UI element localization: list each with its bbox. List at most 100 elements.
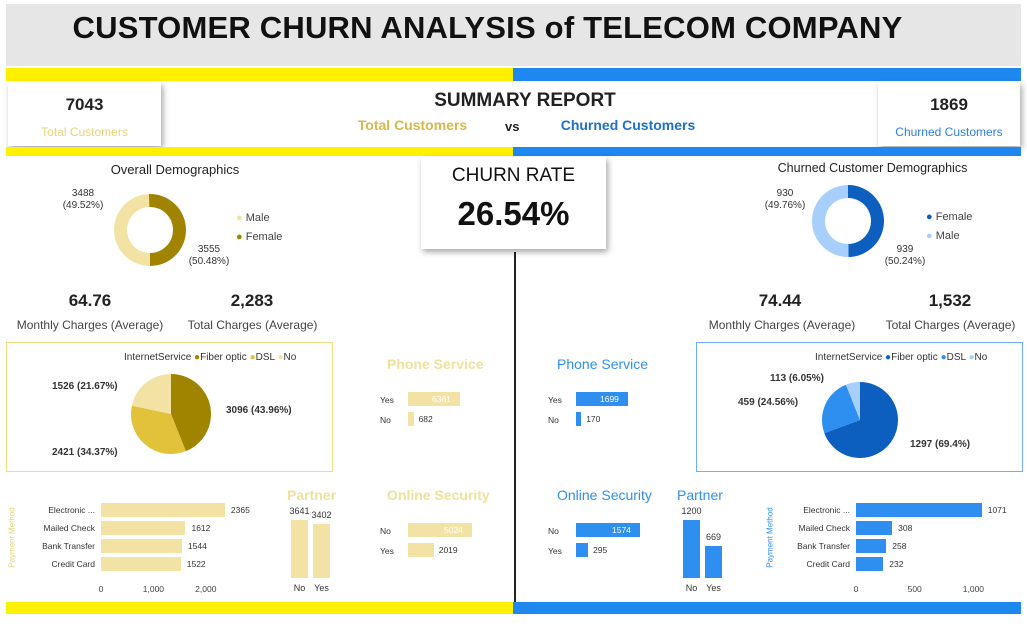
- left-payment-axis-title: Payment Method: [7, 507, 17, 568]
- left-monthly-charges: 64.76: [68, 291, 112, 310]
- right-partner-category-label: No: [685, 583, 698, 593]
- right-payment-bar: [856, 539, 887, 553]
- left-security-bar: [408, 543, 434, 557]
- left-payment-category-label: Electronic ...: [48, 505, 95, 515]
- left-internet-pie: [131, 374, 211, 454]
- right-partner-value-label: 669: [705, 531, 722, 542]
- right-internet-pie: [822, 382, 898, 458]
- left-internet-label-no: 1526 (21.67%): [52, 381, 118, 392]
- summary-vs: vs: [505, 119, 520, 134]
- right-phone-row: No 170: [548, 412, 668, 428]
- right-phone-value-label: 1699: [600, 394, 619, 404]
- churn-demo-slice-male: [812, 185, 849, 257]
- left-security-value-label: 2019: [438, 545, 458, 555]
- right-payment-value-label: 258: [892, 541, 907, 551]
- left-security-category-label: Yes: [380, 546, 394, 556]
- overall-demo-slice-male: [113, 194, 150, 266]
- right-internet-label-dsl: 459 (24.56%): [738, 397, 799, 408]
- left-internet-panel: [6, 342, 333, 472]
- right-security-category-label: Yes: [548, 546, 562, 556]
- churn-demo-title: Churned Customer Demographics: [777, 161, 968, 175]
- right-total-label: Total Charges (Average): [885, 318, 1016, 332]
- right-payment-category-label: Credit Card: [806, 559, 850, 569]
- left-security-category-label: No: [380, 526, 391, 536]
- overall-demo-label-top: 3488 (49.52%): [62, 188, 104, 211]
- left-total-charges: 2,283: [230, 291, 274, 310]
- right-security-bar: [576, 523, 640, 537]
- left-payment-category-label: Mailed Check: [43, 523, 96, 533]
- right-phone-title: Phone Service: [557, 356, 649, 372]
- kpi-total-label: Total Customers: [41, 125, 128, 139]
- left-internet-slice-fiber: [171, 374, 211, 452]
- left-phone-value-label: 6361: [432, 394, 451, 404]
- left-payment-chart: Electronic ... 2365 Mailed Check 1612 Bank T…: [20, 500, 280, 600]
- right-monthly-charges: 74.44: [758, 291, 802, 310]
- right-payment-category-label: Electronic ...: [803, 505, 850, 515]
- right-partner-bar: [705, 545, 722, 578]
- left-payment-category-label: Bank Transfer: [42, 541, 95, 551]
- left-payment-value-label: 1544: [187, 541, 207, 551]
- right-phone-bar: [576, 412, 582, 426]
- band-top-yellow: [6, 68, 513, 81]
- left-monthly-label: Monthly Charges (Average): [16, 318, 164, 332]
- left-payment-value-label: 2365: [230, 505, 250, 515]
- right-payment-tick-label: 500: [907, 584, 922, 594]
- right-internet-slice-fiber: [824, 382, 898, 458]
- left-partner-value-label: 3402: [311, 509, 332, 520]
- left-internet-label-dsl: 2421 (34.37%): [52, 447, 118, 458]
- right-security-value-label: 295: [592, 545, 608, 555]
- right-partner-bar: [683, 520, 700, 578]
- summary-left-label: Total Customers: [357, 117, 468, 133]
- left-payment-tick-label: 1,000: [142, 584, 165, 594]
- left-partner-title: Partner: [287, 487, 337, 503]
- right-internet-legend: InternetService ●Fiber optic ●DSL ●No: [815, 352, 988, 363]
- right-internet-slice-no: [845, 382, 860, 420]
- left-phone-category-label: Yes: [380, 395, 394, 405]
- left-partner-bar: [313, 523, 330, 578]
- left-security-row: No 5024: [380, 523, 500, 539]
- left-payment-bar: [101, 557, 181, 571]
- churn-rate-card: CHURN RATE 26.54%: [421, 157, 606, 249]
- churn-rate-label: CHURN RATE: [451, 165, 576, 186]
- right-partner-value-label: 1200: [681, 506, 702, 516]
- right-total-charges: 1,532: [928, 291, 972, 310]
- summary-right-label: Churned Customers: [560, 117, 696, 133]
- band-bottom-yellow: [6, 602, 513, 614]
- right-security-row: Yes 295: [548, 543, 668, 559]
- right-payment-value-label: 308: [898, 523, 913, 533]
- right-payment-bar: [856, 503, 982, 517]
- right-security-category-label: No: [548, 526, 559, 536]
- right-payment-category-label: Mailed Check: [798, 523, 851, 533]
- left-phone-value-label: 682: [418, 414, 433, 424]
- right-payment-tick-label: 1,000: [962, 584, 985, 594]
- band-mid-blue: [513, 147, 1021, 156]
- kpi-churned-value: 1869: [930, 95, 968, 114]
- left-internet-legend: InternetService ●Fiber optic ●DSL ●No: [124, 352, 297, 363]
- right-security-bar: [576, 543, 588, 557]
- left-phone-category-label: No: [380, 415, 391, 425]
- right-payment-tick-label: 0: [853, 584, 859, 594]
- left-security-row: Yes 2019: [380, 543, 500, 559]
- right-payment-chart: Electronic ... 1071 Mailed Check 308 Bank Tr…: [776, 500, 1021, 600]
- left-partner-bar: [291, 520, 308, 578]
- right-internet-panel: [696, 342, 1023, 472]
- left-payment-bar: [101, 539, 182, 553]
- left-security-bar: [408, 523, 472, 537]
- churn-demo-legend: ● Female ● Male: [926, 211, 973, 242]
- right-phone-category-label: No: [548, 415, 559, 425]
- left-partner-chart: 3641 No 3402 Yes: [284, 506, 340, 598]
- left-payment-value-label: 1522: [186, 559, 206, 569]
- band-top-blue: [513, 68, 1021, 81]
- right-payment-bar: [856, 557, 884, 571]
- left-partner-value-label: 3641: [289, 506, 310, 516]
- band-mid-yellow: [6, 147, 513, 156]
- left-payment-category-label: Credit Card: [51, 559, 95, 569]
- churn-demo-label-top: 930 (49.76%): [764, 188, 806, 211]
- left-phone-title: Phone Service: [387, 356, 484, 372]
- left-payment-bar: [101, 521, 186, 535]
- right-phone-category-label: Yes: [548, 395, 562, 405]
- right-security-title: Online Security: [557, 487, 652, 503]
- left-partner-category-label: Yes: [314, 583, 329, 593]
- summary-title: SUMMARY REPORT: [434, 90, 616, 111]
- churn-rate-value: 26.54%: [457, 195, 570, 232]
